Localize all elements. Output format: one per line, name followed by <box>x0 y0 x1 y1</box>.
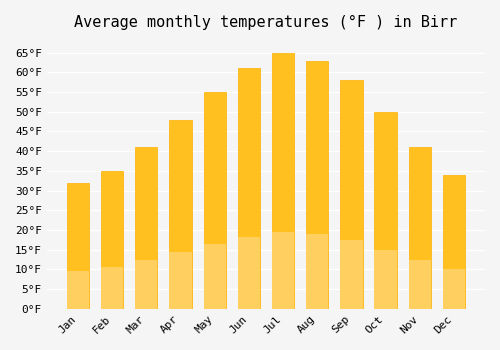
Bar <box>272 53 294 309</box>
Bar <box>101 171 123 309</box>
Bar <box>135 147 158 309</box>
Title: Average monthly temperatures (°F ) in Birr: Average monthly temperatures (°F ) in Bi… <box>74 15 458 30</box>
Bar <box>340 240 362 309</box>
Bar <box>374 112 396 309</box>
Bar <box>238 69 260 309</box>
Bar <box>67 183 89 309</box>
Bar <box>443 268 465 309</box>
Bar <box>170 252 192 309</box>
Bar <box>408 147 431 309</box>
Bar <box>101 267 123 309</box>
Bar <box>238 237 260 309</box>
Bar <box>204 244 226 309</box>
Bar <box>204 92 226 309</box>
Bar <box>374 250 396 309</box>
Bar <box>135 260 158 309</box>
Bar <box>443 175 465 309</box>
Bar <box>340 80 362 309</box>
Bar <box>67 271 89 309</box>
Bar <box>170 120 192 309</box>
Bar <box>408 260 431 309</box>
Bar <box>272 232 294 309</box>
Bar <box>306 234 328 309</box>
Bar <box>306 61 328 309</box>
